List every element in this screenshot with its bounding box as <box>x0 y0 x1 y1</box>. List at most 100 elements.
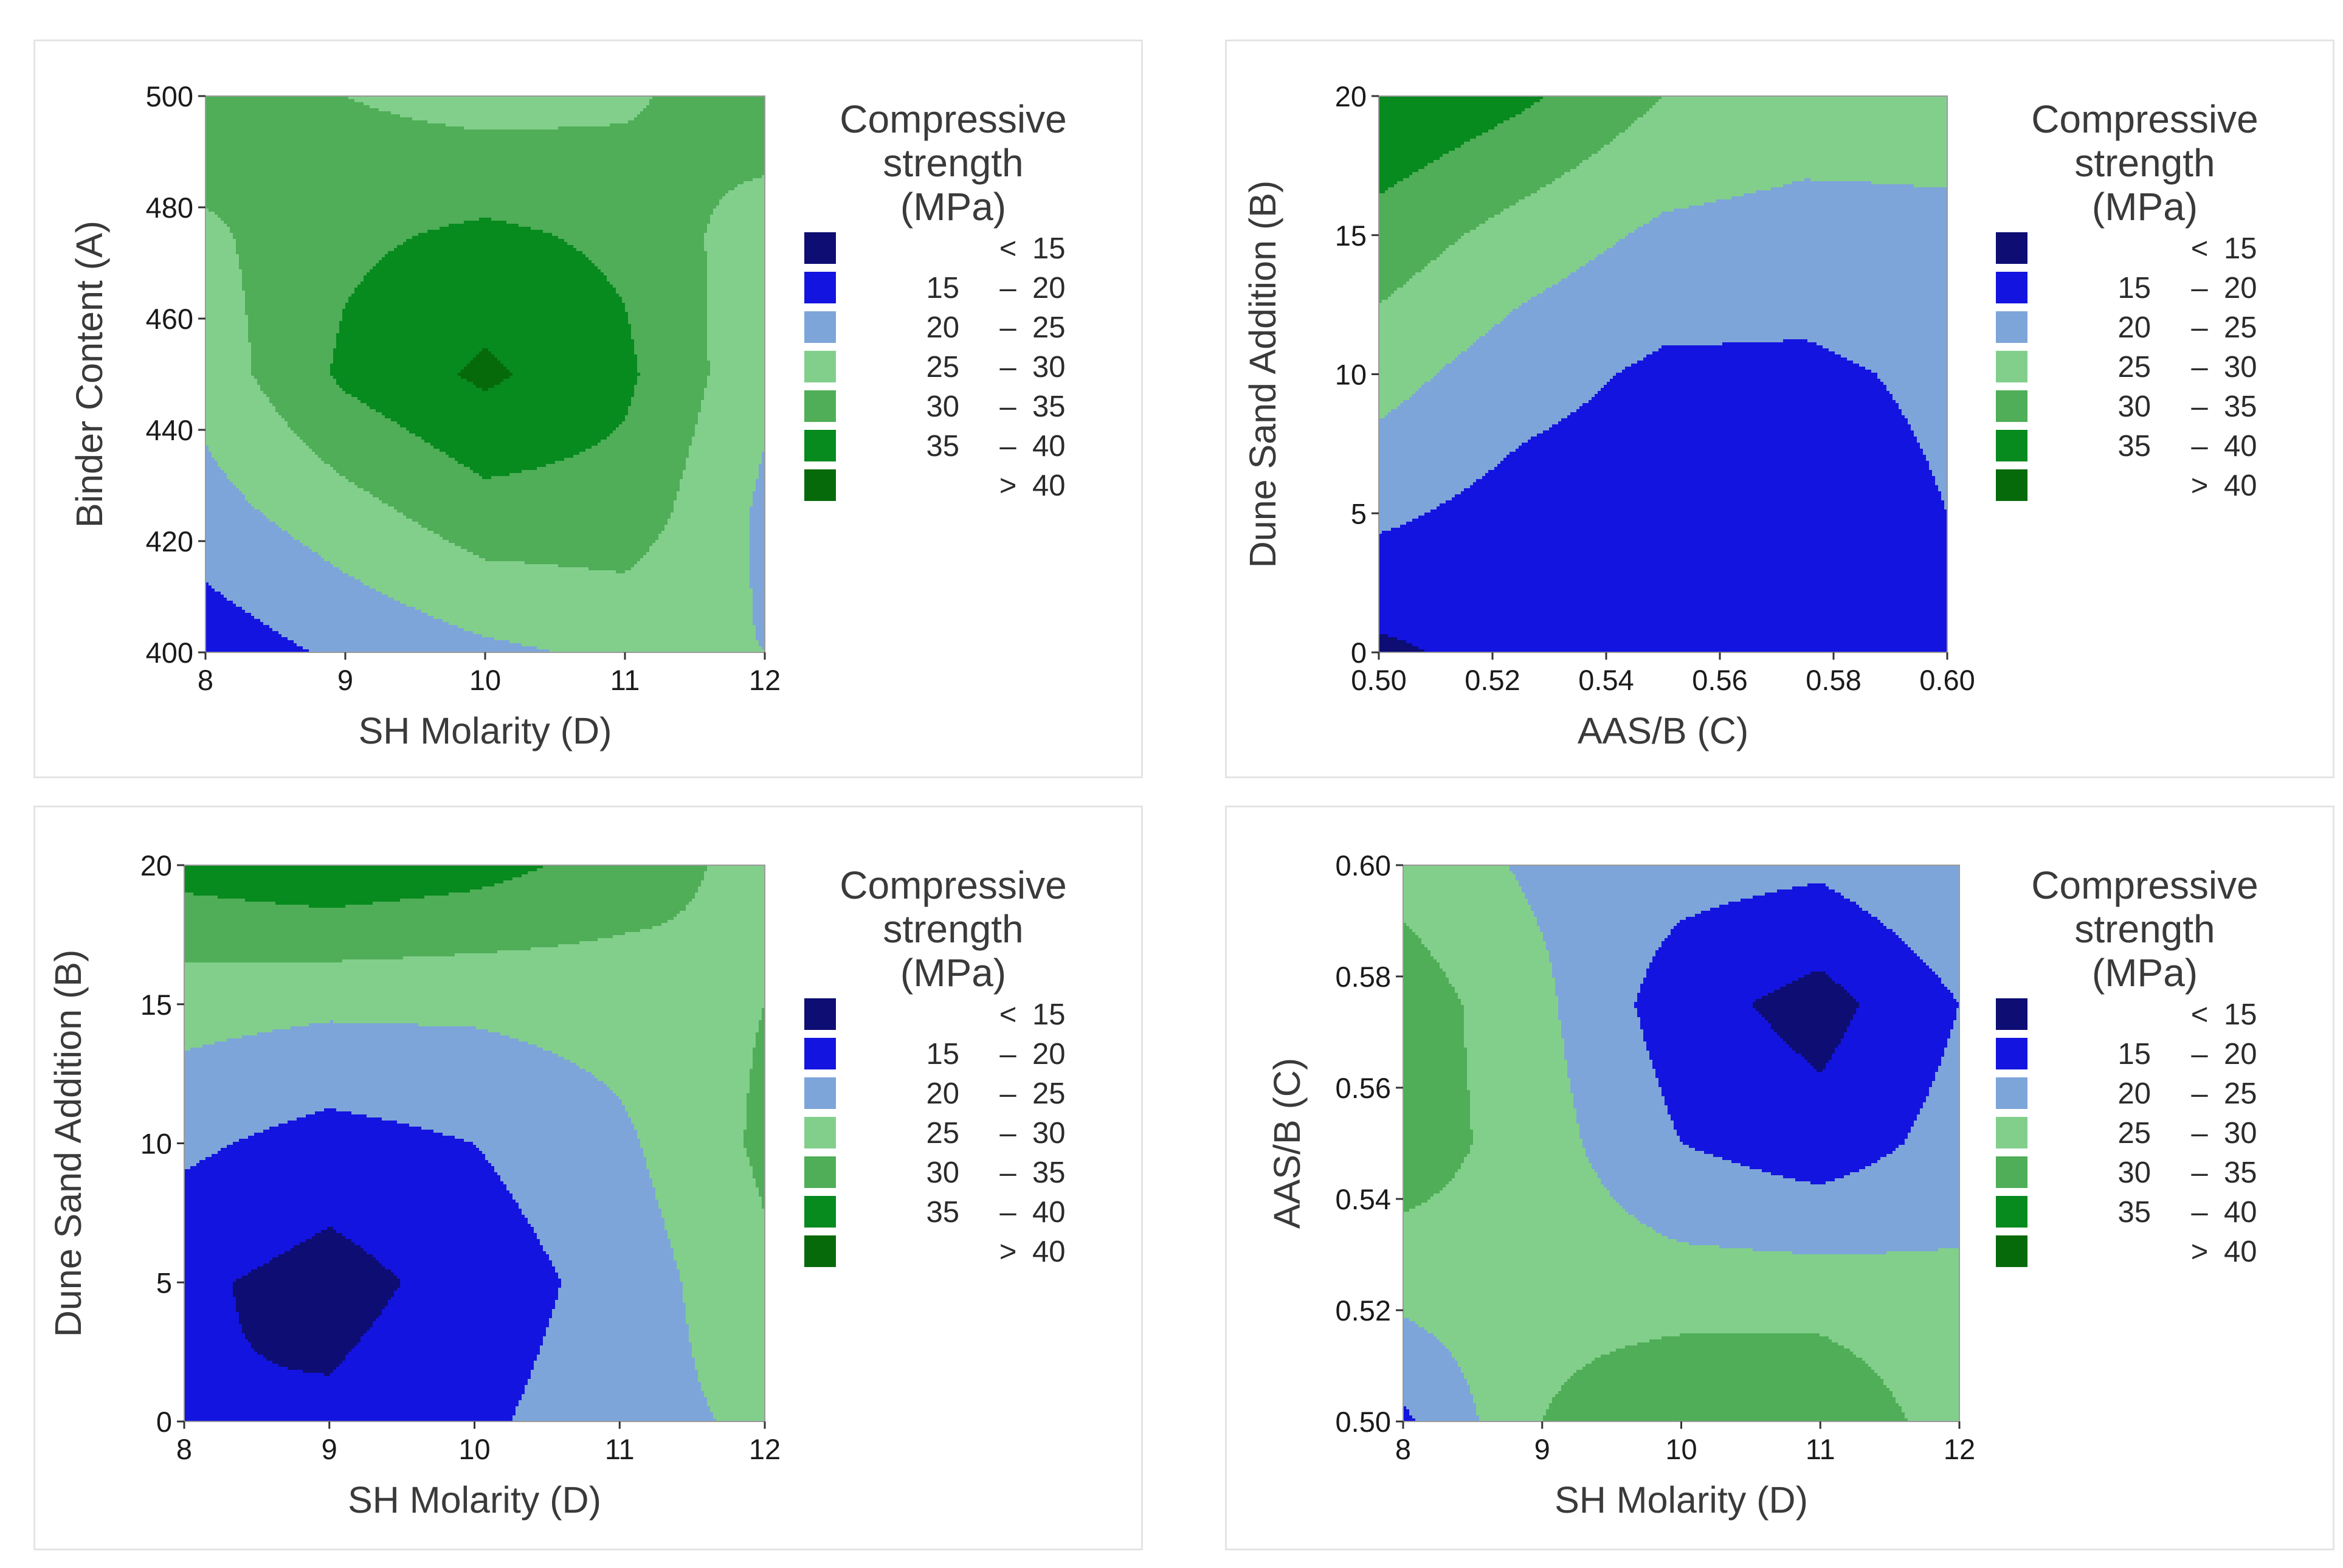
contour-band-2 <box>1570 1081 1659 1085</box>
contour-band-1 <box>1655 950 1914 954</box>
contour-band-3 <box>184 972 765 975</box>
contour-band-2 <box>1537 917 1686 920</box>
contour-band-4 <box>1403 1206 1416 1209</box>
x-tick-label: 9 <box>322 1433 337 1465</box>
contour-band-1 <box>184 1181 504 1185</box>
contour-band-4 <box>522 874 705 878</box>
contour-band-3 <box>661 1209 765 1212</box>
contour-band-5 <box>440 449 586 452</box>
contour-band-5 <box>473 470 522 474</box>
contour-band-5 <box>364 275 607 279</box>
contour-band-3 <box>205 351 252 355</box>
contour-band-4 <box>1403 1045 1465 1048</box>
contour-band-4 <box>631 403 702 407</box>
contour-band-3 <box>1403 1306 1960 1310</box>
contour-band-3 <box>382 592 753 595</box>
contour-band-3 <box>205 330 249 334</box>
contour-band-2 <box>1576 1117 1671 1121</box>
contour-band-3 <box>704 874 765 878</box>
contour-band-5 <box>491 351 635 355</box>
contour-band-2 <box>205 516 267 519</box>
contour-band-0 <box>236 1300 388 1304</box>
contour-band-4 <box>379 497 677 501</box>
contour-band-3 <box>1403 1233 1662 1237</box>
contour-band-2 <box>750 537 765 541</box>
contour-band-3 <box>1403 1221 1641 1224</box>
contour-band-1 <box>233 1142 474 1145</box>
contour-band-1 <box>1406 522 1948 525</box>
contour-band-3 <box>631 1121 747 1124</box>
contour-band-0 <box>251 1342 358 1346</box>
contour-band-6 <box>473 382 501 385</box>
contour-band-3 <box>713 212 765 215</box>
y-tick-label: 0.56 <box>1336 1072 1391 1104</box>
contour-band-1 <box>1558 421 1908 425</box>
legend-swatch <box>804 998 836 1030</box>
contour-band-2 <box>1379 473 1486 477</box>
contour-band-3 <box>1500 212 1662 215</box>
contour-band-4 <box>224 221 464 224</box>
contour-band-0 <box>257 1352 349 1355</box>
contour-band-3 <box>616 1093 747 1097</box>
contour-band-2 <box>1543 932 1671 936</box>
contour-band-1 <box>184 1324 243 1328</box>
contour-band-1 <box>1661 944 1908 948</box>
y-tick-label: 0.54 <box>1336 1183 1391 1215</box>
contour-band-4 <box>649 102 765 106</box>
contour-band-3 <box>205 348 252 352</box>
contour-band-4 <box>759 1193 765 1197</box>
contour-band-2 <box>1558 1014 1638 1018</box>
contour-band-1 <box>1832 978 1942 981</box>
contour-band-3 <box>1430 950 1550 954</box>
contour-band-5 <box>1379 175 1410 179</box>
contour-band-4 <box>248 324 340 328</box>
contour-band-4 <box>1601 1355 1857 1358</box>
contour-band-1 <box>1576 409 1902 413</box>
contour-band-3 <box>205 364 252 367</box>
contour-band-3 <box>698 1373 765 1376</box>
contour-band-3 <box>677 491 753 495</box>
contour-band-6 <box>470 361 501 364</box>
contour-band-0 <box>1807 1060 1829 1063</box>
contour-band-3 <box>342 959 765 963</box>
contour-band-1 <box>184 1230 322 1234</box>
contour-band-3 <box>519 1038 756 1042</box>
contour-band-2 <box>1385 415 1568 419</box>
contour-band-2 <box>1668 1236 1960 1240</box>
contour-band-2 <box>759 640 765 644</box>
contour-band-5 <box>509 376 638 379</box>
contour-band-2 <box>1911 424 1948 428</box>
contour-band-3 <box>704 1394 765 1398</box>
contour-band-1 <box>1476 479 1936 483</box>
contour-band-1 <box>184 1251 285 1255</box>
contour-band-1 <box>1668 1111 1920 1115</box>
contour-band-1 <box>1741 899 1851 902</box>
contour-band-2 <box>1944 1051 1960 1054</box>
contour-band-3 <box>649 1175 753 1179</box>
contour-band-3 <box>707 275 765 279</box>
contour-band-1 <box>1561 418 1908 422</box>
contour-band-3 <box>1470 1391 1559 1395</box>
contour-band-3 <box>1467 1054 1565 1057</box>
contour-band-4 <box>467 549 650 553</box>
contour-band-0 <box>233 1291 395 1294</box>
legend-range-to: 40 <box>2224 469 2257 502</box>
contour-band-4 <box>221 218 480 221</box>
contour-band-3 <box>707 260 765 264</box>
contour-band-3 <box>205 403 273 407</box>
contour-band-4 <box>604 272 708 276</box>
contour-band-2 <box>531 1376 699 1380</box>
contour-band-2 <box>1455 357 1644 361</box>
contour-band-4 <box>1379 278 1410 282</box>
contour-band-1 <box>400 1282 562 1285</box>
contour-band-1 <box>1531 437 1917 440</box>
contour-band-3 <box>1464 1038 1565 1042</box>
contour-band-2 <box>519 1203 659 1206</box>
contour-band-4 <box>1403 969 1443 972</box>
legend-range-sep: – <box>999 1156 1016 1189</box>
contour-band-3 <box>531 947 765 951</box>
contour-band-2 <box>1403 1400 1474 1404</box>
contour-band-2 <box>1403 1370 1461 1373</box>
contour-band-1 <box>1424 513 1948 516</box>
contour-band-2 <box>1567 1075 1656 1079</box>
